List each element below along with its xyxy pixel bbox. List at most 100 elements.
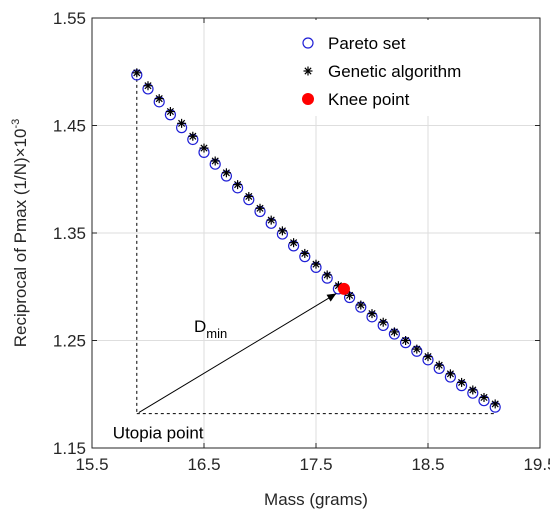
legend-ga-asterisk bbox=[303, 66, 313, 76]
ga-point bbox=[266, 215, 276, 225]
ga-point-stroke bbox=[323, 271, 331, 279]
ga-point-stroke bbox=[211, 157, 219, 165]
dmin-arrow bbox=[138, 293, 337, 414]
ga-point-stroke bbox=[379, 318, 387, 326]
ga-point-stroke bbox=[245, 192, 253, 201]
ga-point-stroke bbox=[357, 301, 365, 309]
ga-point bbox=[367, 309, 377, 319]
ga-point-stroke bbox=[424, 353, 432, 361]
ga-point-stroke bbox=[491, 400, 499, 408]
dmin-main: D bbox=[194, 317, 206, 336]
ga-point bbox=[356, 300, 366, 310]
y-tick-label: 1.15 bbox=[53, 439, 86, 458]
ga-point bbox=[423, 352, 433, 362]
utopia-dashed-lines bbox=[136, 72, 496, 415]
ga-point bbox=[132, 68, 142, 78]
ga-point bbox=[479, 392, 489, 402]
ga-point bbox=[289, 238, 299, 248]
ga-point-stroke bbox=[312, 260, 320, 268]
ga-point bbox=[468, 385, 478, 395]
x-tick-label: 19.5 bbox=[523, 455, 550, 474]
legend-pareto-label: Pareto set bbox=[328, 34, 406, 53]
legend-ga-marker bbox=[303, 66, 313, 76]
ga-point bbox=[434, 360, 444, 370]
knee-point bbox=[338, 282, 350, 295]
ga-point bbox=[311, 259, 321, 269]
ga-point-stroke bbox=[155, 95, 163, 103]
ga-point-stroke bbox=[334, 282, 342, 290]
ga-point bbox=[199, 143, 209, 153]
utopia-point-label: Utopia point bbox=[113, 424, 204, 443]
ga-point-stroke bbox=[346, 291, 354, 299]
dmin-arrow-head bbox=[326, 293, 337, 302]
ga-point-stroke bbox=[458, 378, 466, 386]
ga-point bbox=[221, 168, 231, 178]
y-tick-label: 1.25 bbox=[53, 332, 86, 351]
ga-point-stroke bbox=[222, 169, 230, 177]
legend: Pareto set Genetic algorithm Knee point bbox=[292, 20, 528, 116]
x-tick-label: 15.5 bbox=[75, 455, 108, 474]
y-axis-label: Reciprocal of Pmax (1/N)×10-3 bbox=[10, 119, 30, 348]
ga-point bbox=[165, 107, 175, 117]
ga-point-stroke bbox=[368, 310, 376, 318]
x-tick-label: 18.5 bbox=[411, 455, 444, 474]
ga-point-stroke bbox=[469, 386, 477, 394]
ga-point bbox=[389, 327, 399, 337]
dmin-label: Dmin bbox=[194, 317, 227, 341]
ga-point-stroke bbox=[234, 181, 242, 189]
ga-point bbox=[490, 399, 500, 409]
y-tick-label: 1.35 bbox=[53, 224, 86, 243]
ga-point bbox=[244, 191, 254, 201]
ga-point-stroke bbox=[267, 216, 275, 224]
x-tick-label: 16.5 bbox=[187, 455, 220, 474]
y-axis-label-exp-base: ×10 bbox=[11, 129, 30, 158]
y-tick-label: 1.55 bbox=[53, 9, 86, 28]
ga-point bbox=[412, 344, 422, 354]
ga-point-stroke bbox=[446, 370, 454, 378]
ga-point-stroke bbox=[200, 144, 208, 152]
x-axis-label: Mass (grams) bbox=[264, 490, 368, 509]
ga-point bbox=[300, 248, 310, 258]
legend-knee-marker bbox=[302, 93, 314, 105]
ga-point-stroke bbox=[402, 336, 410, 345]
ga-point-stroke bbox=[290, 239, 298, 247]
ga-point bbox=[143, 81, 153, 91]
y-axis-label-text: Reciprocal of Pmax (1/N) bbox=[11, 157, 30, 347]
ga-point-stroke bbox=[390, 328, 398, 336]
ga-point bbox=[401, 336, 411, 345]
ga-point bbox=[154, 94, 164, 104]
ga-point-stroke bbox=[256, 204, 264, 212]
ga-point bbox=[255, 203, 265, 213]
ga-point-stroke bbox=[144, 82, 152, 90]
ga-point-stroke bbox=[278, 227, 286, 235]
legend-ga-label: Genetic algorithm bbox=[328, 62, 461, 81]
ga-point bbox=[445, 369, 455, 379]
legend-background bbox=[292, 20, 528, 116]
legend-pareto-marker bbox=[302, 37, 314, 49]
ga-point-stroke bbox=[166, 107, 174, 116]
ga-point-stroke bbox=[301, 249, 309, 257]
axis-ticks: 15.5 16.5 17.5 18.5 19.5 1.15 1.25 1.35 1.45 1.55 bbox=[53, 9, 550, 474]
ga-point bbox=[188, 131, 198, 141]
ga-point bbox=[177, 118, 187, 128]
dmin-sub: min bbox=[206, 326, 227, 341]
y-axis-label-exp-power: -3 bbox=[10, 119, 22, 129]
ga-point bbox=[210, 156, 220, 166]
legend-ga-asterisk-stroke bbox=[304, 67, 312, 75]
ga-point bbox=[277, 226, 287, 236]
x-tick-label: 17.5 bbox=[299, 455, 332, 474]
ga-point-stroke bbox=[189, 132, 197, 140]
y-tick-label: 1.45 bbox=[53, 117, 86, 136]
data-marks bbox=[131, 68, 501, 413]
ga-point-stroke bbox=[133, 69, 141, 77]
legend-knee-label: Knee point bbox=[328, 90, 410, 109]
ga-point-stroke bbox=[480, 393, 488, 402]
ga-point bbox=[322, 270, 332, 280]
ga-point bbox=[457, 377, 467, 387]
ga-point bbox=[378, 317, 388, 327]
ga-point-stroke bbox=[178, 119, 186, 127]
ga-point-stroke bbox=[435, 361, 443, 369]
ga-point bbox=[233, 180, 243, 190]
ga-point-stroke bbox=[413, 345, 421, 353]
